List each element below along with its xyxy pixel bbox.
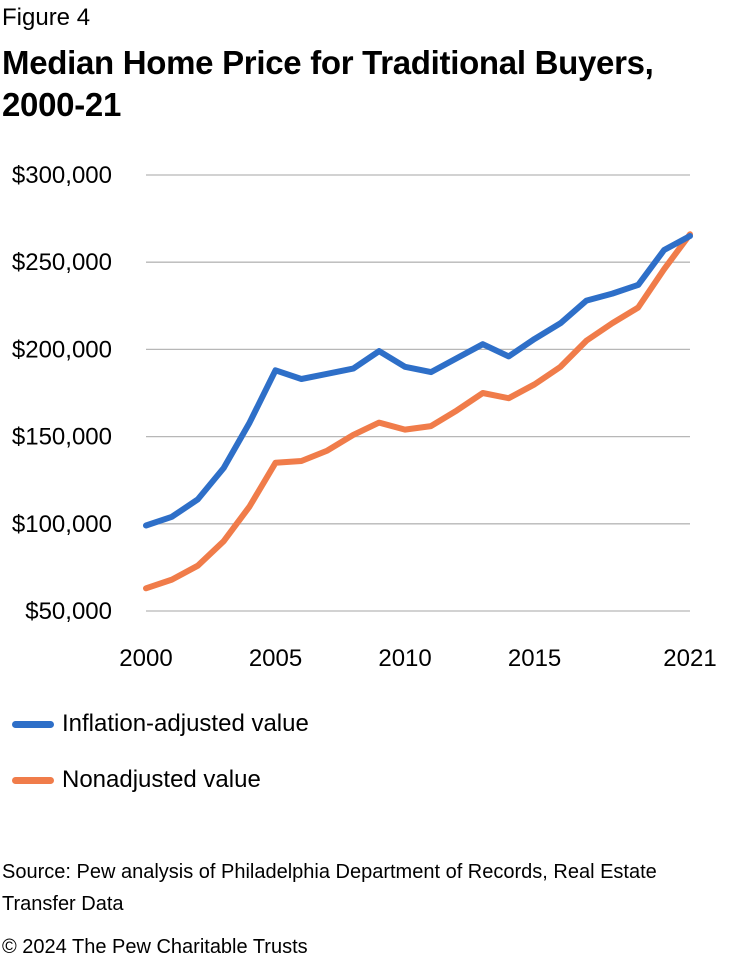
- y-tick-label: $150,000: [12, 424, 112, 451]
- legend-swatch-nonadjusted: [12, 777, 54, 784]
- y-tick-label: $100,000: [12, 511, 112, 538]
- legend-label-inflation-adjusted: Inflation-adjusted value: [62, 710, 309, 737]
- legend-swatch-inflation-adjusted: [12, 721, 54, 728]
- line-chart: $50,000 $100,000 $150,000 $200,000 $250,000 $…: [12, 162, 717, 672]
- series-line-nonadjusted: [143, 231, 693, 592]
- copyright-notice: © 2024 The Pew Charitable Trusts: [2, 936, 308, 958]
- y-tick-label: $200,000: [12, 336, 112, 363]
- x-tick-label: 2010: [378, 645, 431, 672]
- series-lines: [143, 231, 693, 592]
- figure-label: Figure 4: [2, 4, 91, 31]
- y-tick-label: $250,000: [12, 249, 112, 276]
- y-tick-label: $300,000: [12, 162, 112, 189]
- chart-title: Median Home Price for Traditional Buyers…: [2, 44, 654, 123]
- y-tick-label: $50,000: [25, 598, 112, 625]
- x-tick-label: 2000: [119, 645, 172, 672]
- x-tick-label: 2021: [663, 645, 716, 672]
- legend-item-inflation-adjusted: Inflation-adjusted value: [12, 710, 412, 740]
- source-note: Source: Pew analysis of Philadelphia Dep…: [2, 861, 657, 915]
- legend-item-nonadjusted: Nonadjusted value: [12, 766, 412, 796]
- x-axis-tick-labels: 2000 2005 2010 2015 2021: [119, 645, 716, 672]
- series-line-inflation-adjusted: [143, 233, 693, 529]
- x-tick-label: 2005: [249, 645, 302, 672]
- y-axis-tick-labels: $50,000 $100,000 $150,000 $200,000 $250,000 $…: [12, 162, 112, 625]
- gridlines: [146, 174, 690, 612]
- x-tick-label: 2015: [508, 645, 561, 672]
- legend-label-nonadjusted: Nonadjusted value: [62, 766, 261, 793]
